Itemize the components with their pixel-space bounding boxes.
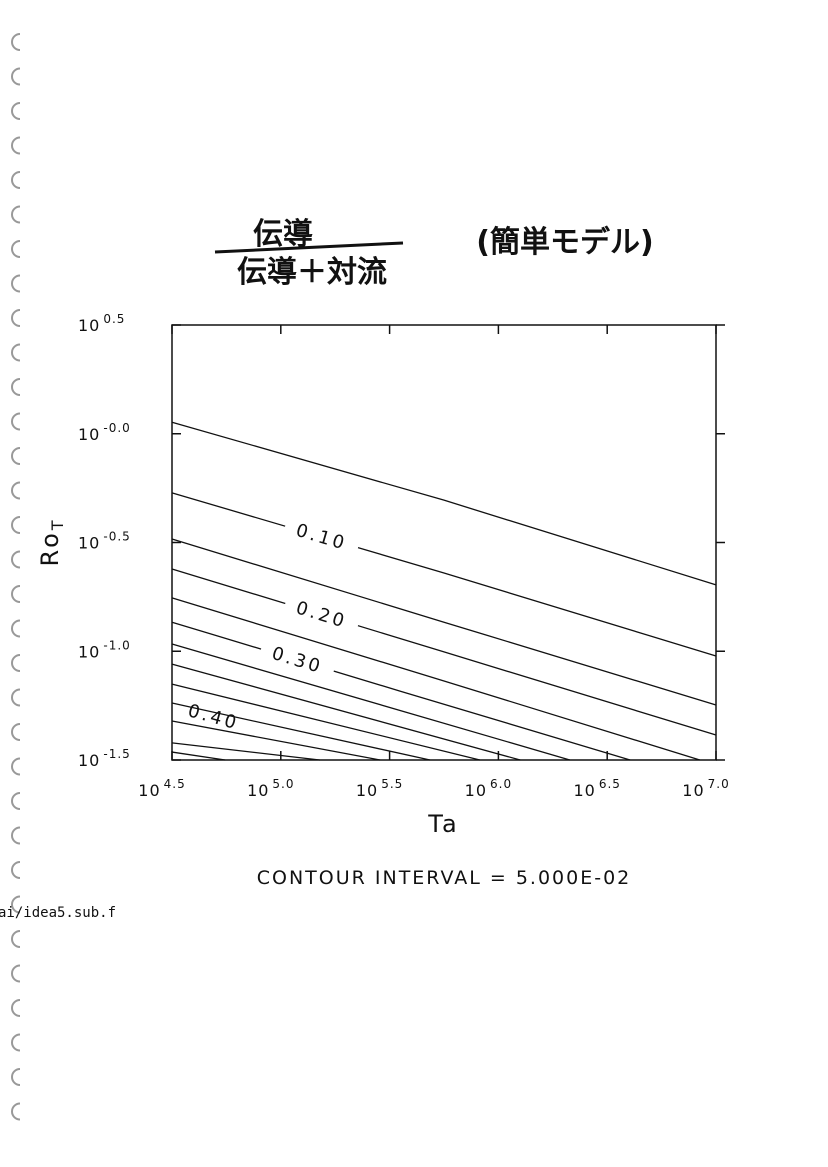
binder-hole xyxy=(11,757,21,776)
binder-hole xyxy=(11,585,21,603)
y-tick-label: 10 -1.5 xyxy=(78,747,131,770)
x-tick-label-base: 10 xyxy=(247,781,269,800)
x-tick-label-base: 10 xyxy=(138,781,160,800)
y-tick-label: 10 -1.0 xyxy=(78,638,131,661)
binder-hole xyxy=(11,654,21,672)
binder-hole xyxy=(11,136,21,155)
contour-line xyxy=(171,751,226,761)
binder-hole xyxy=(11,964,21,983)
binder-hole xyxy=(11,550,21,569)
binder-hole xyxy=(11,792,21,810)
x-tick-label-base: 10 xyxy=(356,781,378,800)
contour-label-bg xyxy=(257,637,338,683)
binder-hole xyxy=(11,274,21,293)
x-tick-label: 10 5.5 xyxy=(356,777,403,800)
y-tick-label: 10 -0.5 xyxy=(78,530,131,553)
y-tick-label-base: 10 xyxy=(78,425,100,444)
binder-hole xyxy=(11,102,21,120)
contour-line xyxy=(171,663,521,761)
x-tick-label: 10 6.0 xyxy=(465,777,512,800)
binder-hole xyxy=(11,688,21,707)
binder-hole xyxy=(11,895,21,914)
y-tick-label: 10 0.5 xyxy=(78,312,125,335)
binder-hole xyxy=(11,1068,21,1086)
x-tick-label: 10 7.0 xyxy=(682,777,729,800)
binder-hole xyxy=(11,1102,21,1121)
y-tick-label-base: 10 xyxy=(78,316,100,335)
title-numerator: 伝導 xyxy=(253,217,313,252)
x-tick-label-base: 10 xyxy=(465,781,487,800)
x-tick-label-exp: 5.0 xyxy=(272,777,294,791)
binder-hole xyxy=(11,378,21,396)
contour-line xyxy=(171,643,571,761)
title-denominator: 伝導＋対流 xyxy=(237,255,387,290)
contour-line xyxy=(171,683,481,761)
contour-label-bg xyxy=(281,592,362,638)
binder-hole xyxy=(11,1033,21,1052)
y-tick-label-exp: -1.5 xyxy=(103,747,130,761)
contour-line xyxy=(171,538,717,706)
contour-line xyxy=(171,421,717,586)
y-tick-label-base: 10 xyxy=(78,751,100,770)
title-note: (簡単モデル) xyxy=(476,225,653,260)
footer: CONTOUR INTERVAL = 5.000E-02 xyxy=(257,867,632,889)
contour-line xyxy=(171,568,717,736)
x-tick-label-base: 10 xyxy=(573,781,595,800)
binder-hole xyxy=(11,412,21,431)
binder-hole xyxy=(11,240,21,258)
x-tick-label: 10 4.5 xyxy=(138,777,185,800)
y-tick-label-exp: -0.0 xyxy=(103,421,130,435)
binder-hole xyxy=(11,171,21,189)
y-tick-label-exp: -1.0 xyxy=(103,638,130,652)
x-tick-label-exp: 6.0 xyxy=(490,777,512,791)
x-axis-label: Ta xyxy=(427,810,459,838)
y-axis-label: RoT xyxy=(36,517,67,566)
y-axis-label-text: Ro xyxy=(36,530,64,566)
y-tick-label-base: 10 xyxy=(78,642,100,661)
binder-hole xyxy=(11,930,21,948)
contour-line xyxy=(171,742,320,761)
binder-hole xyxy=(11,67,21,86)
y-tick-label-exp: 0.5 xyxy=(103,312,125,326)
x-tick-label-base: 10 xyxy=(682,781,704,800)
y-tick-label-base: 10 xyxy=(78,534,100,553)
x-tick-label-exp: 6.5 xyxy=(599,777,621,791)
y-tick-label-exp: -0.5 xyxy=(103,530,130,544)
binder-hole xyxy=(11,481,21,500)
binder-holes xyxy=(11,33,21,1121)
binder-hole xyxy=(11,999,21,1017)
x-tick-label: 10 6.5 xyxy=(573,777,620,800)
fraction-bar xyxy=(214,241,404,254)
side-text: ai/idea5.sub.f xyxy=(0,905,116,921)
contour-line xyxy=(171,492,717,657)
x-tick-label-exp: 4.5 xyxy=(164,777,186,791)
binder-hole xyxy=(11,826,21,845)
y-tick-label: 10 -0.0 xyxy=(78,421,131,444)
binder-hole xyxy=(11,205,21,224)
contour-line xyxy=(171,597,701,761)
binder-hole xyxy=(11,33,21,51)
x-tick-label: 10 5.0 xyxy=(247,777,294,800)
contour-label-bg xyxy=(281,514,362,560)
binder-hole xyxy=(11,447,21,465)
binder-hole xyxy=(11,343,21,362)
binder-hole xyxy=(11,309,21,327)
binder-hole xyxy=(11,619,21,638)
contour-line xyxy=(171,720,381,761)
x-tick-label-exp: 7.0 xyxy=(708,777,730,791)
contour-line xyxy=(171,621,631,761)
binder-hole xyxy=(11,861,21,879)
contour-line xyxy=(171,702,431,761)
y-axis-label-subscript: T xyxy=(48,517,67,531)
binder-hole xyxy=(11,516,21,534)
contour-label-bg xyxy=(173,695,254,739)
x-tick-label-exp: 5.5 xyxy=(381,777,403,791)
binder-hole xyxy=(11,723,21,741)
